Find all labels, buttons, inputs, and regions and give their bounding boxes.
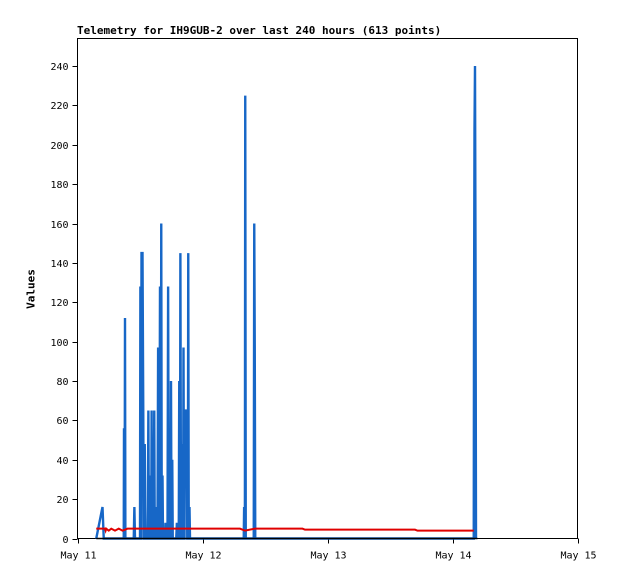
y-tick-label: 80: [56, 377, 68, 388]
y-tick-label: 180: [50, 180, 68, 191]
y-tick-label: 20: [56, 495, 68, 506]
y-tick-label: 60: [56, 416, 68, 427]
x-tick-label: May 15: [560, 551, 596, 562]
y-tick-label: 200: [50, 141, 68, 152]
y-tick-label: 240: [50, 62, 68, 73]
y-tick-label: 100: [50, 338, 68, 349]
red-series-line: [96, 526, 474, 534]
chart-title: Telemetry for IH9GUB-2 over last 240 hou…: [77, 24, 442, 37]
y-tick-label: 140: [50, 259, 68, 270]
x-tick-label: May 14: [435, 551, 471, 562]
y-tick-label: 220: [50, 101, 68, 112]
y-tick-label: 0: [62, 535, 68, 546]
y-axis: 0 20 40 60 80 100 120 140 160 180 200 220 240: [50, 62, 78, 546]
y-tick-label: 120: [50, 298, 68, 309]
y-tick-label: 40: [56, 456, 68, 467]
y-tick-label: 160: [50, 220, 68, 231]
x-tick-label: May 12: [185, 551, 221, 562]
x-tick-label: May 11: [60, 551, 96, 562]
blue-series-line: [95, 66, 478, 540]
x-axis: May 11 May 12 May 13 May 14 May 15: [60, 538, 597, 562]
series-group: [95, 66, 478, 540]
x-tick-label: May 13: [310, 551, 346, 562]
